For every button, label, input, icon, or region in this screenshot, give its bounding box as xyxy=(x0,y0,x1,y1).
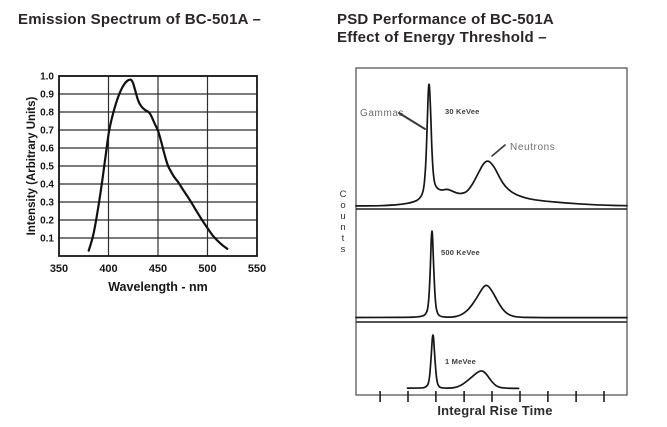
emission-y-tick-label: 0.3 xyxy=(40,198,54,209)
counts-letter: s xyxy=(341,244,346,255)
emission-x-tick-label: 500 xyxy=(198,263,216,275)
emission-y-tick-label: 0.9 xyxy=(40,90,54,101)
emission-y-tick-label: 0.5 xyxy=(40,162,54,173)
neutrons-label: Neutrons xyxy=(510,142,555,153)
psd-threshold-label: 1 MeVee xyxy=(445,357,476,366)
counts-letter: u xyxy=(340,211,345,222)
gammas-arrow xyxy=(398,112,426,130)
psd-threshold-label: 30 KeVee xyxy=(445,107,480,116)
psd-title-line2: Effect of Energy Threshold – xyxy=(337,29,547,46)
emission-y-tick-label: 0.2 xyxy=(40,216,54,227)
emission-y-tick-label: 0.7 xyxy=(40,126,54,137)
counts-letter: n xyxy=(340,222,345,233)
psd-threshold-label: 500 KeVee xyxy=(441,248,480,257)
counts-letter: C xyxy=(340,189,347,200)
emission-y-tick-label: 0.6 xyxy=(40,144,54,155)
neutrons-arrow xyxy=(491,144,506,157)
emission-chart-svg: 0.1 0.2 0.3 0.4 0.5 0.6 0.7 0.8 0.9 1.0 350 400 450 5… xyxy=(26,72,266,294)
emission-y-axis-label: Intensity (Arbitrary Units) xyxy=(26,97,38,236)
gammas-label: Gammas xyxy=(360,108,404,119)
psd-x-axis-label: Integral Rise Time xyxy=(437,403,552,418)
emission-spectrum-title: Emission Spectrum of BC-501A – xyxy=(18,11,262,28)
emission-y-tick-label: 0.4 xyxy=(40,180,54,191)
counts-letter: t xyxy=(342,233,345,244)
emission-y-tick-label: 1.0 xyxy=(40,72,54,83)
emission-x-axis-label: Wavelength - nm xyxy=(108,280,208,294)
psd-trace-30-kevee xyxy=(355,83,628,207)
emission-plot-border xyxy=(58,75,258,257)
emission-x-tick-label: 350 xyxy=(50,263,68,275)
emission-x-tick-label: 400 xyxy=(99,263,117,275)
emission-x-tick-label: 550 xyxy=(248,263,266,275)
emission-y-tick-label: 0.1 xyxy=(40,234,54,245)
psd-title-line1: PSD Performance of BC-501A xyxy=(337,11,554,28)
emission-y-tick-label: 0.8 xyxy=(40,108,54,119)
counts-letter: o xyxy=(340,200,345,211)
emission-curve xyxy=(87,78,229,252)
psd-performance-title: PSD Performance of BC-501A Effect of Ene… xyxy=(337,11,554,47)
psd-trace-1-mevee xyxy=(406,334,520,390)
psd-trace-500-kevee xyxy=(355,230,628,319)
emission-x-tick-label: 450 xyxy=(149,263,167,275)
